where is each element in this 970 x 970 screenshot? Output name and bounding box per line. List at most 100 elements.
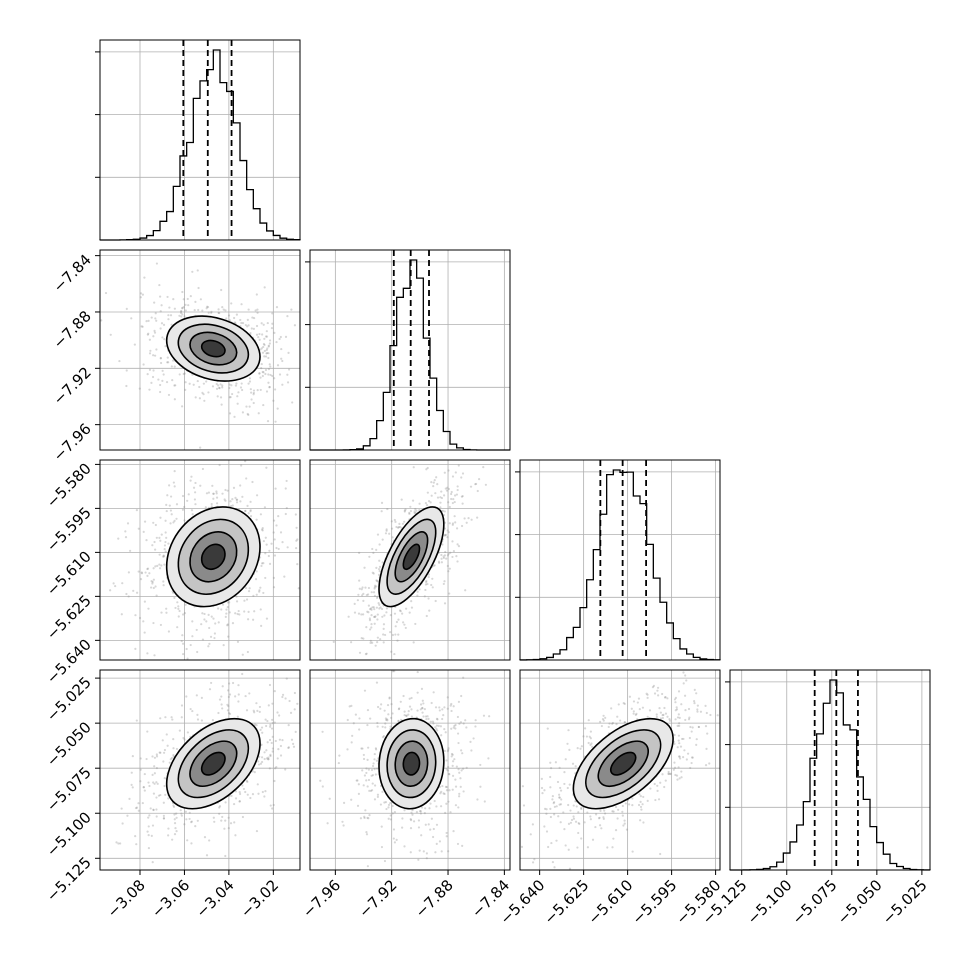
scatter-point bbox=[361, 769, 364, 772]
scatter-point bbox=[178, 609, 181, 613]
scatter-point bbox=[260, 562, 264, 565]
scatter-point bbox=[463, 517, 466, 520]
scatter-point bbox=[464, 589, 467, 592]
scatter-point bbox=[148, 368, 152, 371]
scatter-point bbox=[567, 822, 571, 825]
scatter-point bbox=[695, 692, 698, 695]
scatter-point bbox=[267, 554, 270, 558]
scatter-point bbox=[249, 388, 252, 391]
scatter-point bbox=[367, 586, 371, 590]
scatter-point bbox=[183, 372, 186, 375]
scatter-point bbox=[630, 707, 633, 710]
scatter-point bbox=[646, 696, 649, 699]
scatter-point bbox=[427, 575, 430, 579]
scatter-point bbox=[440, 553, 443, 557]
scatter-point bbox=[239, 318, 242, 322]
scatter-point bbox=[278, 373, 282, 376]
scatter-point bbox=[425, 504, 429, 507]
scatter-point bbox=[133, 343, 136, 346]
scatter-point bbox=[153, 765, 156, 768]
scatter-point bbox=[100, 319, 103, 322]
scatter-point bbox=[454, 723, 457, 727]
scatter-point bbox=[407, 710, 410, 713]
scatter-point bbox=[179, 311, 183, 315]
scatter-point bbox=[167, 361, 170, 364]
scatter-point bbox=[684, 718, 687, 722]
scatter-point bbox=[172, 753, 175, 757]
scatter-point bbox=[576, 846, 579, 849]
scatter-point bbox=[639, 805, 643, 809]
scatter-point bbox=[563, 771, 566, 774]
scatter-point bbox=[237, 693, 240, 696]
scatter-point bbox=[668, 772, 672, 776]
scatter-point bbox=[253, 771, 256, 774]
scatter-point bbox=[697, 725, 700, 729]
scatter-point bbox=[210, 310, 213, 314]
scatter-point bbox=[435, 727, 438, 730]
scatter-point bbox=[117, 537, 120, 540]
scatter-point bbox=[160, 304, 163, 307]
scatter-point bbox=[264, 790, 267, 793]
scatter-point bbox=[155, 594, 158, 597]
scatter-point bbox=[181, 313, 184, 316]
scatter-point bbox=[268, 562, 272, 565]
scatter-point bbox=[182, 372, 185, 376]
scatter-point bbox=[186, 499, 189, 502]
scatter-point bbox=[567, 803, 570, 807]
scatter-point bbox=[173, 822, 177, 825]
scatter-point bbox=[231, 392, 234, 396]
scatter-point bbox=[231, 681, 235, 685]
scatter-point bbox=[169, 758, 172, 761]
scatter-point bbox=[264, 368, 268, 372]
scatter-point bbox=[566, 786, 569, 790]
scatter-point bbox=[531, 823, 534, 826]
scatter-point bbox=[191, 635, 194, 638]
scatter-point bbox=[277, 515, 280, 518]
scatter-point bbox=[214, 622, 217, 625]
scatter-point bbox=[693, 702, 696, 705]
scatter-point bbox=[635, 712, 638, 716]
scatter-point bbox=[678, 777, 681, 780]
scatter-point bbox=[432, 722, 435, 725]
scatter-point bbox=[180, 812, 183, 815]
scatter-point bbox=[641, 803, 644, 806]
scatter-point bbox=[218, 805, 222, 808]
scatter-point bbox=[199, 484, 202, 487]
scatter-point bbox=[234, 790, 238, 793]
scatter-point bbox=[277, 547, 280, 551]
scatter-point bbox=[434, 492, 437, 495]
scatter-point bbox=[445, 557, 448, 560]
scatter-point bbox=[436, 496, 440, 499]
scatter-point bbox=[183, 823, 186, 826]
scatter-point bbox=[366, 723, 369, 727]
scatter-point bbox=[146, 574, 149, 577]
scatter-point bbox=[617, 703, 620, 706]
scatter-point bbox=[361, 586, 364, 589]
scatter-point bbox=[462, 767, 465, 770]
scatter-point bbox=[190, 842, 193, 845]
scatter-point bbox=[215, 496, 219, 499]
scatter-point bbox=[218, 311, 221, 315]
scatter-point bbox=[319, 779, 322, 782]
scatter-point bbox=[435, 805, 438, 808]
scatter-point bbox=[373, 615, 377, 619]
scatter-point bbox=[370, 623, 373, 626]
scatter-point bbox=[577, 811, 580, 814]
scatter-point bbox=[223, 498, 226, 501]
scatter-point bbox=[114, 584, 117, 588]
scatter-point bbox=[696, 704, 699, 707]
panel-frame bbox=[519, 459, 721, 661]
scatter-point bbox=[119, 842, 122, 845]
scatter-point bbox=[677, 739, 680, 742]
x-tick-label: −5.595 bbox=[628, 876, 680, 928]
scatter-point bbox=[153, 756, 157, 759]
scatter-point bbox=[639, 795, 642, 798]
scatter-point bbox=[163, 776, 166, 780]
scatter-point bbox=[575, 805, 578, 808]
scatter-point bbox=[419, 810, 422, 813]
scatter-point bbox=[583, 821, 586, 824]
scatter-point bbox=[393, 811, 397, 814]
scatter-point bbox=[622, 702, 625, 705]
scatter-point bbox=[273, 779, 276, 783]
scatter-point bbox=[405, 714, 408, 718]
